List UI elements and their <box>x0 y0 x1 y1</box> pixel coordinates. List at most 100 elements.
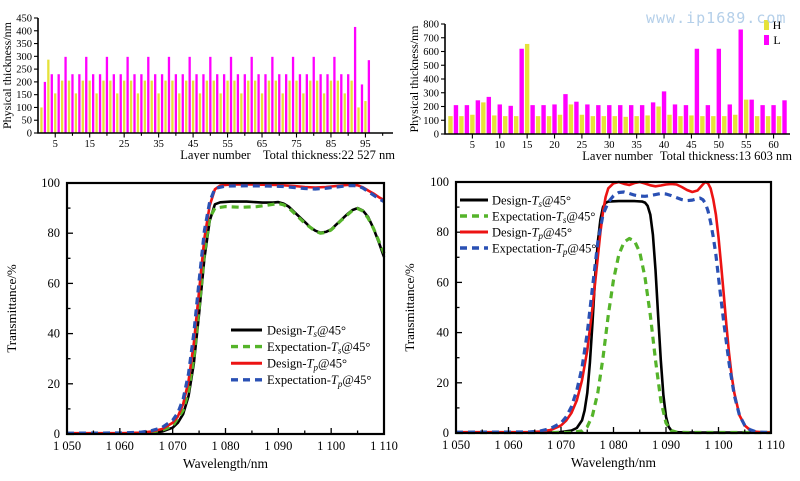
y-tick-label: 20 <box>437 376 450 390</box>
bar-L <box>333 56 336 134</box>
x-tick-label: 45 <box>188 139 199 150</box>
legend-label-sub: s <box>563 215 567 225</box>
bar-H <box>67 80 71 133</box>
legend-label-suffix: @45° <box>317 323 346 337</box>
bar-L <box>126 56 129 134</box>
bar-L <box>85 56 88 134</box>
bar-L <box>188 56 191 134</box>
bar-H <box>700 116 705 135</box>
bar-H <box>329 80 333 133</box>
bar-H <box>74 93 78 133</box>
x-tick-label: 1 060 <box>106 439 134 453</box>
bar-H <box>95 93 98 133</box>
y-tick-label: 60 <box>437 275 450 289</box>
x-tick-label: 60 <box>768 140 779 151</box>
x-tick-label: 1 050 <box>442 438 470 452</box>
bar-H <box>364 101 367 133</box>
ticks <box>34 17 384 138</box>
series-Expectation-Tp@45 <box>66 183 385 435</box>
bar-H <box>645 115 650 134</box>
bar-L <box>64 56 67 134</box>
bar-H <box>274 80 277 133</box>
bar-L <box>229 56 233 134</box>
x-tick-label: 1 100 <box>317 439 345 453</box>
panel-transmittance-right: 1 050 1 060 1 070 1 080 1 090 1 100 1 110 0 20 40… <box>400 160 800 481</box>
bar-L <box>243 74 246 133</box>
legend-label-prefix: Expectation- <box>492 241 556 255</box>
legend-label-H: H <box>773 18 782 32</box>
bar-H <box>212 80 215 133</box>
bar-H <box>612 116 617 135</box>
legend-swatch-L <box>764 35 769 45</box>
x-tick-label: 40 <box>659 140 670 151</box>
legend-label-T: T <box>307 323 315 337</box>
bar-L <box>486 96 492 135</box>
bar-L <box>209 56 212 134</box>
x-tick-label: 25 <box>119 139 130 150</box>
bar-L <box>312 56 315 134</box>
y-tick-label: 450 <box>16 14 32 25</box>
bar-L <box>264 74 267 133</box>
y-axis-title: Transmittance/% <box>4 264 19 353</box>
bar-H <box>150 80 153 133</box>
bar-H <box>623 116 628 134</box>
bar-H <box>123 80 126 133</box>
bar-L <box>298 74 302 133</box>
y-tick-label: 100 <box>430 175 449 189</box>
legend-label-prefix: Expectation- <box>267 373 331 387</box>
bar-L <box>464 105 470 135</box>
bar-L <box>271 56 274 134</box>
series-group <box>455 180 772 435</box>
x-tick-label: 1 080 <box>211 439 239 453</box>
legend-label-prefix: Expectation- <box>267 340 331 354</box>
x-axis-title: Wavelength/nm <box>183 456 269 471</box>
legend-label-L: L <box>773 33 780 47</box>
bar-H <box>357 107 360 133</box>
legend-entry-Expectation-Ts@45: Expectation-Ts@45° <box>492 209 595 225</box>
y-tick-label: 500 <box>423 61 439 72</box>
bar-H <box>524 43 530 134</box>
watermark: www.ip1689.com <box>646 9 787 27</box>
x-tick-label: 85 <box>326 139 337 150</box>
legend-label-T: T <box>307 357 315 371</box>
bar-L <box>738 29 743 134</box>
bar-L <box>278 74 281 133</box>
bar-H <box>260 93 264 133</box>
bar-L <box>250 56 253 134</box>
bar-H <box>40 107 43 133</box>
bar-L <box>160 74 164 133</box>
bar-L <box>236 74 240 133</box>
legend-entry-Expectation-Tp@45: Expectation-Tp@45° <box>492 241 596 257</box>
bar-L <box>133 74 136 133</box>
bar-L <box>727 104 732 134</box>
bar-H <box>309 80 312 133</box>
bar-H <box>60 80 64 133</box>
bar-L <box>174 74 178 133</box>
bar-H <box>81 80 84 133</box>
bar-L <box>541 105 546 135</box>
bar-H <box>205 80 209 133</box>
bar-H <box>302 93 305 133</box>
bar-L <box>749 99 754 135</box>
bar-H <box>185 80 188 133</box>
bar-H <box>601 116 607 135</box>
y-tick-label: 0 <box>434 130 439 141</box>
x-tick-label: 1 100 <box>704 438 732 452</box>
bar-H <box>102 80 105 133</box>
bar-H <box>350 80 353 133</box>
bar-H <box>765 116 771 135</box>
x-tick-label: 10 <box>495 140 506 151</box>
legend-label-suffix: @45° <box>318 357 347 371</box>
bar-L <box>43 81 47 133</box>
bar-H <box>711 116 716 135</box>
y-tick-label: 0 <box>54 427 60 441</box>
ticks <box>455 181 772 434</box>
x-axis-title: Layer number <box>180 148 251 160</box>
total-thickness-label: Total thickness:22 527 nm <box>263 148 395 160</box>
y-tick-label: 80 <box>437 225 450 239</box>
bar-L <box>683 105 689 135</box>
bar-L <box>716 48 722 134</box>
bar-H <box>743 99 749 135</box>
y-tick-label: 150 <box>16 90 32 101</box>
bar-H <box>240 93 243 133</box>
